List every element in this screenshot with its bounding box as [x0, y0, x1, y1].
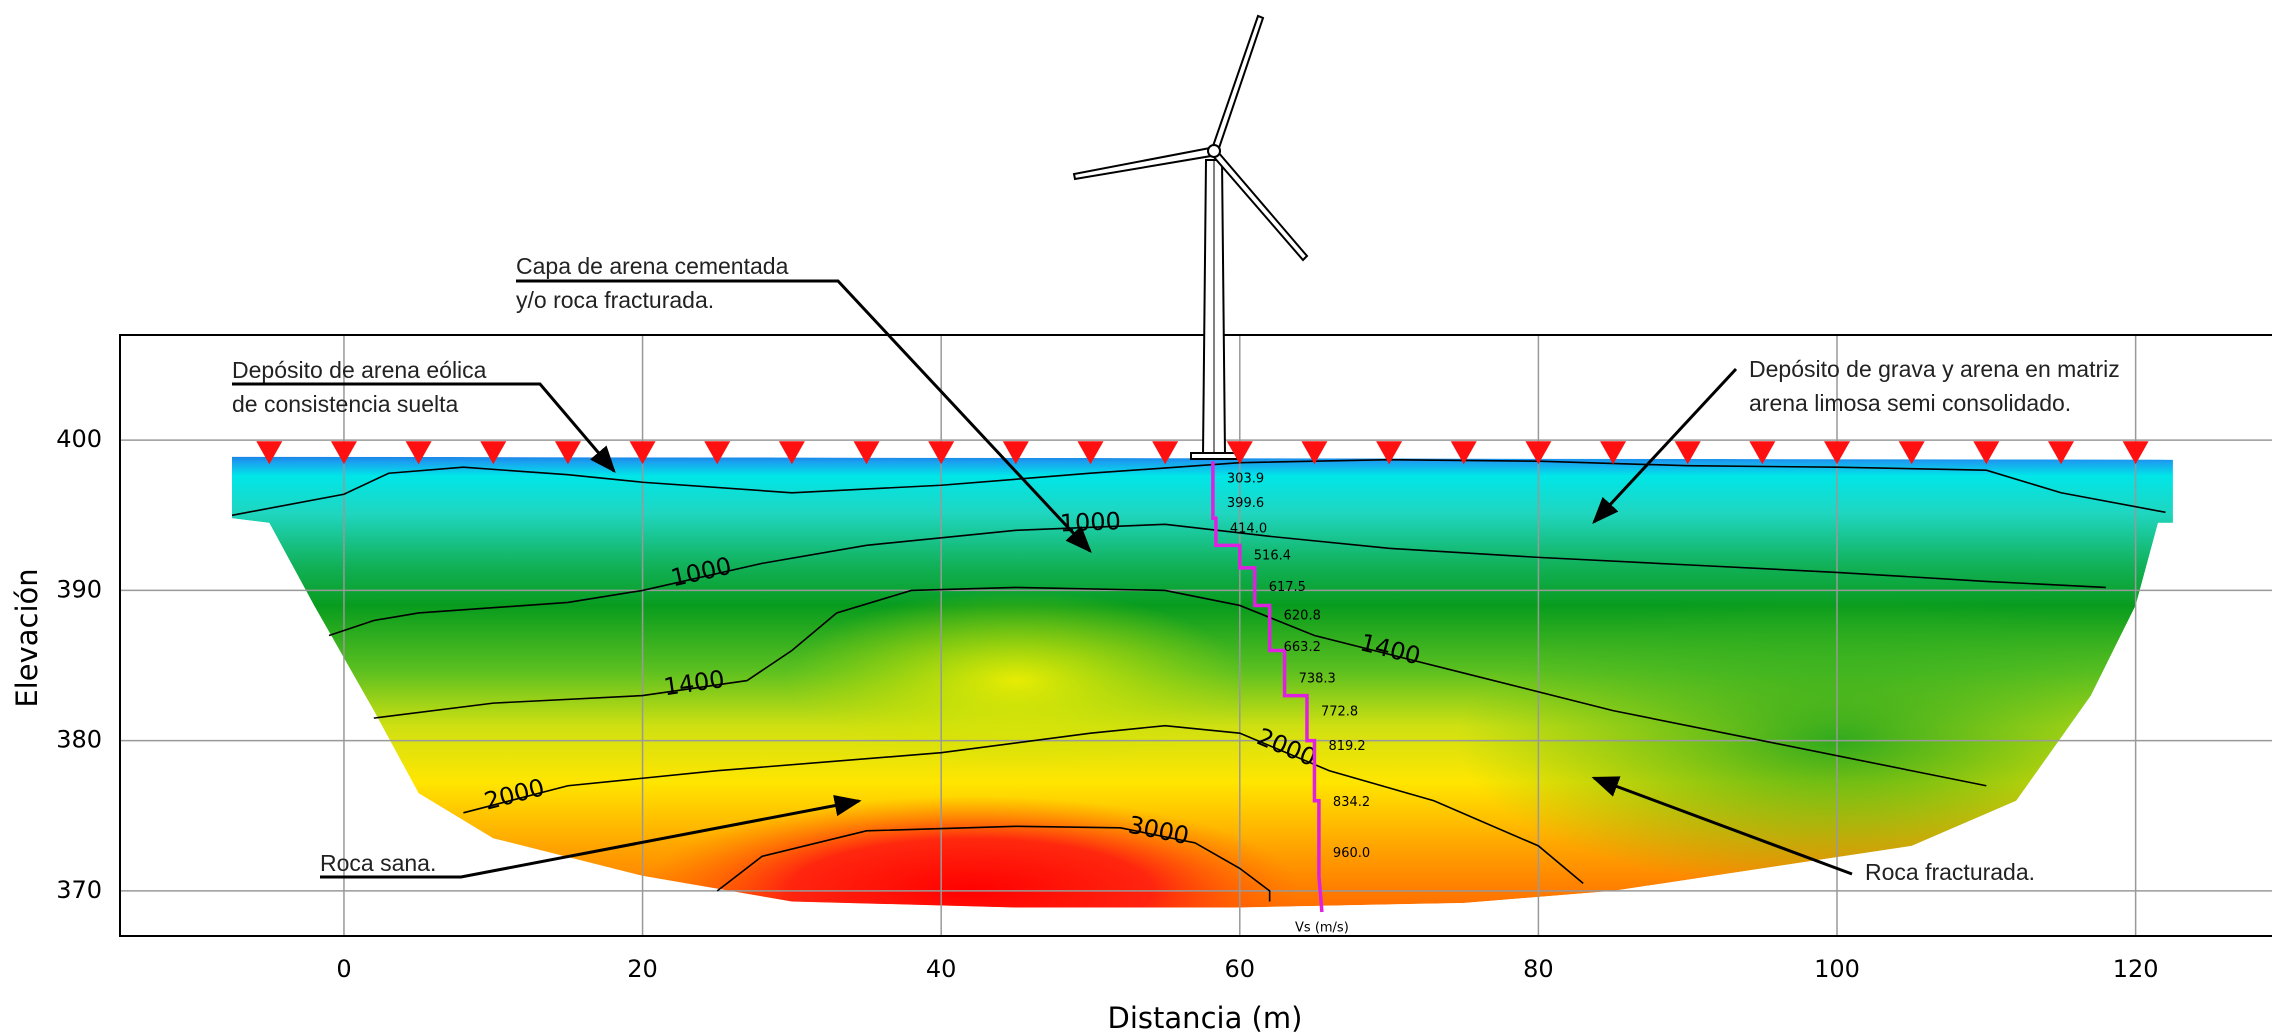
geophone	[2047, 441, 2074, 465]
geophone	[1525, 441, 1552, 465]
vs-value-label: 399.6	[1227, 496, 1264, 511]
vs-value-label: 516.4	[1254, 548, 1291, 563]
annotation: Roca sana.	[320, 850, 436, 876]
geophone	[480, 441, 507, 465]
annotation: y/o roca fracturada.	[516, 287, 714, 313]
vs-value-label: 303.9	[1227, 472, 1264, 487]
x-tick-label: 100	[1814, 955, 1860, 983]
geophone	[554, 441, 581, 465]
geophone	[1824, 441, 1851, 465]
vs-axis-label: Vs (m/s)	[1295, 920, 1349, 935]
contour-line	[716, 825, 1271, 902]
geophone	[928, 441, 955, 465]
x-tick-label: 60	[1225, 955, 1256, 983]
geophone	[1376, 441, 1403, 465]
x-tick-label: 120	[2113, 955, 2159, 983]
vs-value-label: 738.3	[1299, 672, 1336, 687]
velocity-field	[231, 456, 2173, 908]
geophone	[704, 441, 731, 465]
annotation: Depósito de grava y arena en matriz	[1749, 356, 2120, 382]
vs-value-label: 819.2	[1328, 739, 1365, 754]
geophone	[1749, 441, 1776, 465]
vs-profile-line	[1211, 461, 1324, 913]
annotation: Roca fracturada.	[1865, 859, 2035, 885]
plot-frame	[119, 334, 2272, 937]
geophone	[1898, 441, 1925, 465]
annotation: Capa de arena cementada	[516, 253, 789, 279]
contour-line	[373, 586, 1987, 787]
x-tick-label: 80	[1523, 955, 1554, 983]
contour-line	[463, 724, 1584, 885]
geophone	[853, 441, 880, 465]
y-tick-label: 380	[56, 726, 102, 754]
annotation-leader	[1591, 776, 1853, 876]
geophone	[629, 441, 656, 465]
annotation: Depósito de arena eólica	[232, 357, 487, 383]
vs-value-label: 772.8	[1321, 705, 1358, 720]
geophone	[1674, 441, 1701, 465]
vs-value-label: 834.2	[1333, 795, 1370, 810]
contour-label: 1000	[1059, 507, 1121, 537]
annotation: arena limosa semi consolidado.	[1749, 390, 2071, 416]
geophone	[778, 441, 805, 465]
y-tick-label: 390	[56, 575, 102, 603]
vs-value-label: 617.5	[1269, 580, 1306, 595]
geophone	[1152, 441, 1179, 465]
vs-value-label: 663.2	[1284, 640, 1321, 655]
wind-turbine	[1072, 14, 1309, 460]
geophone	[330, 441, 357, 465]
annotation: de consistencia suelta	[232, 391, 459, 417]
annotation-leader	[1592, 367, 1738, 524]
y-axis-label: Elevación	[10, 568, 44, 707]
geophone	[1077, 441, 1104, 465]
geophone	[2122, 441, 2149, 465]
geophone	[1600, 441, 1627, 465]
x-tick-label: 0	[336, 955, 351, 983]
geophone	[1450, 441, 1477, 465]
velocity-shade	[785, 590, 1246, 771]
geophone	[405, 441, 432, 465]
geophone	[1002, 441, 1029, 465]
y-tick-label: 400	[56, 425, 102, 453]
x-tick-label: 40	[926, 955, 957, 983]
vs-value-label: 620.8	[1284, 608, 1321, 623]
vs-value-label: 414.0	[1230, 521, 1267, 536]
geophone	[1226, 441, 1253, 465]
vs-value-label: 960.0	[1333, 846, 1370, 861]
x-tick-label: 20	[627, 955, 658, 983]
x-axis-label: Distancia (m)	[1108, 1001, 1303, 1034]
geophone	[1301, 441, 1328, 465]
annotation-leader	[232, 382, 616, 474]
y-tick-label: 370	[56, 876, 102, 904]
geophone	[1973, 441, 2000, 465]
annotation-leader	[516, 279, 1092, 553]
contour-line	[231, 458, 2166, 517]
geophone	[256, 441, 283, 465]
annotation-leader	[320, 794, 862, 879]
